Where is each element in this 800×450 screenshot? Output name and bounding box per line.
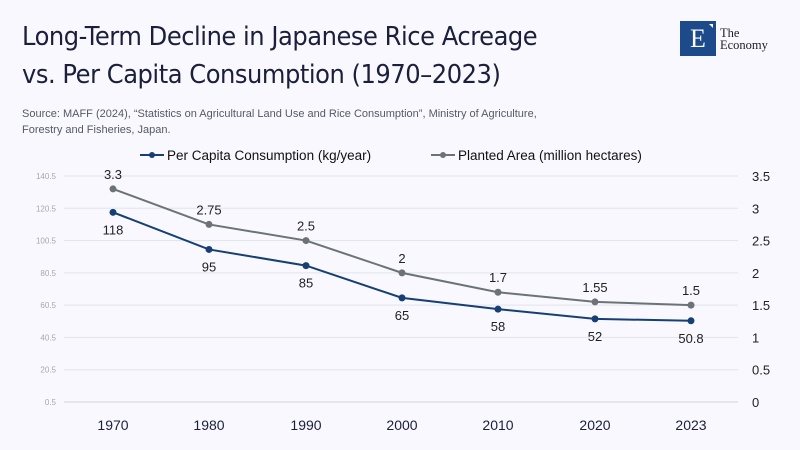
y-left-tick-label: 40.5 (40, 333, 56, 342)
y-left-tick-label: 140.5 (36, 172, 57, 181)
x-tick-label: 1990 (290, 417, 321, 433)
logo-line-1: The (720, 25, 740, 40)
y-left-tick-label: 80.5 (40, 269, 56, 278)
legend-marker-icon (149, 152, 155, 158)
data-point (398, 294, 406, 302)
legend-marker-icon (440, 152, 446, 158)
y-right-tick-label: 1 (752, 330, 759, 345)
data-point (398, 269, 406, 277)
y-right-tick-label: 0.5 (752, 363, 770, 378)
data-point (109, 185, 117, 193)
series-line (112, 211, 692, 322)
y-left-tick-label: 120.5 (36, 204, 57, 213)
title-line-2: vs. Per Capita Consumption (1970–2023) (22, 60, 501, 90)
data-label: 58 (491, 319, 505, 334)
logo-line-2: Economy (720, 37, 768, 52)
x-tick-label: 2020 (579, 417, 610, 433)
data-point (591, 298, 599, 306)
x-tick-label: 2023 (675, 417, 706, 433)
legend-label: Planted Area (million hectares) (458, 148, 642, 163)
data-label: 85 (299, 276, 313, 291)
data-point (494, 305, 502, 313)
y-left-tick-label: 0.5 (45, 398, 57, 407)
y-left-tick-label: 20.5 (40, 366, 56, 375)
data-label: 1.55 (582, 280, 607, 295)
chart-title: Long-Term Decline in Japanese Rice Acrea… (22, 18, 636, 94)
data-point (591, 315, 599, 323)
y-left-tick-label: 60.5 (40, 301, 56, 310)
legend-label: Per Capita Consumption (kg/year) (167, 148, 371, 163)
data-point (302, 237, 310, 245)
logo-mark: E (680, 21, 716, 56)
y-right-tick-label: 0 (752, 395, 759, 410)
x-tick-label: 1980 (193, 417, 224, 433)
source-note: Source: MAFF (2024), “Statistics on Agri… (22, 106, 662, 138)
the-economy-logo: E The Economy (680, 21, 768, 56)
data-label: 118 (103, 222, 124, 237)
data-point (109, 208, 117, 216)
data-label: 52 (588, 329, 602, 344)
title-line-1: Long-Term Decline in Japanese Rice Acrea… (22, 22, 538, 52)
y-right-tick-label: 1.5 (752, 298, 770, 313)
data-point (205, 245, 213, 253)
data-point (302, 262, 310, 270)
data-label: 1.7 (489, 270, 507, 285)
source-line-1: Source: MAFF (2024), “Statistics on Agri… (22, 108, 537, 120)
data-label: 95 (202, 259, 216, 274)
logo-text: The Economy (720, 25, 768, 52)
y-right-tick-label: 3 (752, 201, 759, 216)
x-tick-label: 2010 (482, 417, 513, 433)
x-tick-label: 2000 (386, 417, 417, 433)
x-tick-label: 1970 (97, 417, 128, 433)
y-right-tick-label: 2.5 (752, 234, 770, 249)
y-right-tick-label: 2 (752, 266, 759, 281)
data-point (494, 288, 502, 296)
data-label: 50.8 (678, 331, 703, 346)
y-left-tick-label: 100.5 (36, 237, 57, 246)
data-point (687, 301, 695, 309)
data-label: 3.3 (104, 167, 122, 182)
data-label: 1.5 (682, 283, 700, 298)
data-label: 2 (398, 251, 405, 266)
data-label: 65 (395, 308, 409, 323)
data-label: 2.5 (297, 219, 315, 234)
source-line-2: Forestry and Fisheries, Japan. (22, 124, 171, 136)
data-point (205, 220, 213, 228)
y-right-tick-label: 3.5 (752, 169, 770, 184)
data-point (687, 317, 695, 325)
data-label: 2.75 (196, 202, 221, 217)
